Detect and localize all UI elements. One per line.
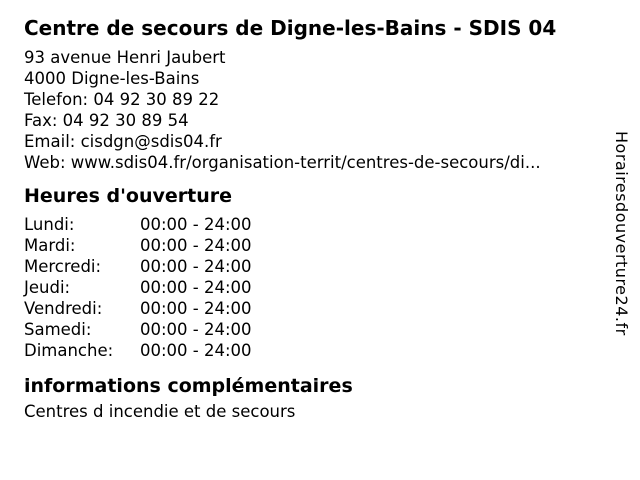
day-hours: 00:00 - 24:00 bbox=[140, 215, 252, 234]
page-title: Centre de secours de Digne-les-Bains - S… bbox=[24, 16, 557, 40]
day-hours: 00:00 - 24:00 bbox=[140, 278, 252, 297]
address-line-2: 4000 Digne-les-Bains bbox=[24, 69, 200, 88]
web-line: Web: www.sdis04.fr/organisation-territ/c… bbox=[24, 153, 541, 172]
day-label: Vendredi: bbox=[24, 299, 103, 318]
day-label: Mardi: bbox=[24, 236, 76, 255]
day-hours: 00:00 - 24:00 bbox=[140, 320, 252, 339]
hours-row: Jeudi: 00:00 - 24:00 bbox=[24, 277, 252, 298]
day-label: Dimanche: bbox=[24, 341, 114, 360]
hours-row: Mardi: 00:00 - 24:00 bbox=[24, 235, 252, 256]
phone-line: Telefon: 04 92 30 89 22 bbox=[24, 90, 220, 109]
hours-row: Mercredi: 00:00 - 24:00 bbox=[24, 256, 252, 277]
email-line: Email: cisdgn@sdis04.fr bbox=[24, 132, 222, 151]
hours-table: Lundi: 00:00 - 24:00 Mardi: 00:00 - 24:0… bbox=[24, 214, 252, 361]
additional-info-text: Centres d incendie et de secours bbox=[24, 402, 296, 421]
day-hours: 00:00 - 24:00 bbox=[140, 236, 252, 255]
branding-vertical-text: Horairesdouverture24.fr bbox=[612, 131, 631, 336]
hours-heading: Heures d'ouverture bbox=[24, 185, 232, 207]
day-hours: 00:00 - 24:00 bbox=[140, 299, 252, 318]
hours-row: Vendredi: 00:00 - 24:00 bbox=[24, 298, 252, 319]
hours-row: Samedi: 00:00 - 24:00 bbox=[24, 319, 252, 340]
day-label: Mercredi: bbox=[24, 257, 102, 276]
contact-block: 93 avenue Henri Jaubert 4000 Digne-les-B… bbox=[24, 47, 541, 173]
day-hours: 00:00 - 24:00 bbox=[140, 257, 252, 276]
address-line-1: 93 avenue Henri Jaubert bbox=[24, 48, 226, 67]
additional-info-heading: informations complémentaires bbox=[24, 375, 353, 397]
day-label: Samedi: bbox=[24, 320, 92, 339]
day-hours: 00:00 - 24:00 bbox=[140, 341, 252, 360]
hours-row: Lundi: 00:00 - 24:00 bbox=[24, 214, 252, 235]
day-label: Jeudi: bbox=[24, 278, 71, 297]
day-label: Lundi: bbox=[24, 215, 75, 234]
hours-row: Dimanche: 00:00 - 24:00 bbox=[24, 340, 252, 361]
fax-line: Fax: 04 92 30 89 54 bbox=[24, 111, 189, 130]
